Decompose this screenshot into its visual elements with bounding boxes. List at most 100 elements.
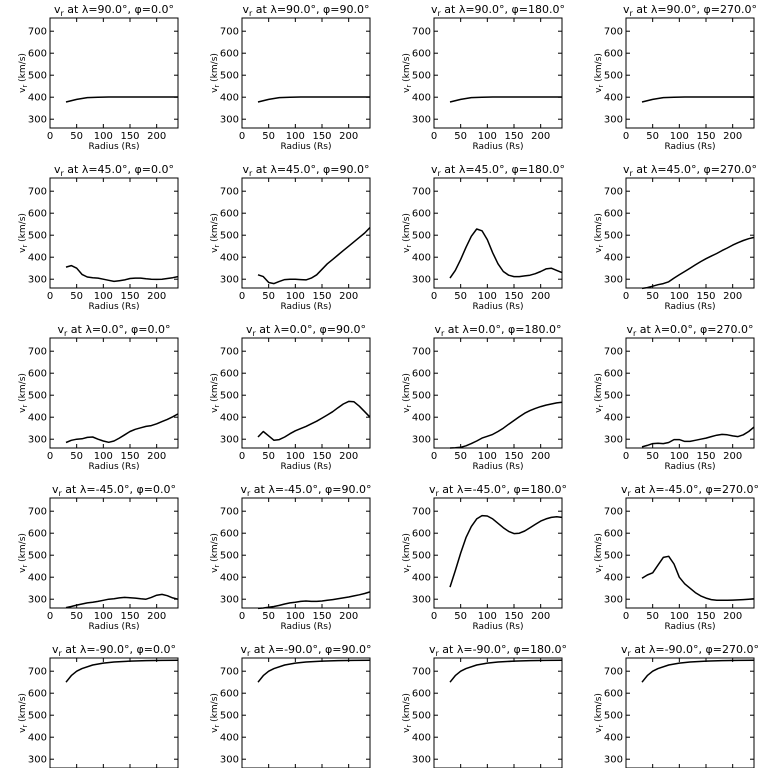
x-tick-label: 0 <box>623 611 629 622</box>
y-axis-label: vr (km/s) <box>18 533 29 573</box>
x-tick-label: 0 <box>431 131 437 142</box>
x-tick-label: 100 <box>478 291 497 302</box>
panel-8: vr at λ=0.0°, φ=0.0° 0 50 100 150 200 300 400 50… <box>18 323 179 472</box>
panel-title: vr at λ=-90.0°, φ=90.0° <box>240 643 371 658</box>
y-tick-label: 400 <box>412 573 431 584</box>
x-tick-label: 150 <box>312 131 331 142</box>
series-line <box>449 659 563 683</box>
y-tick-label: 600 <box>28 529 47 540</box>
y-tick-label: 700 <box>28 27 47 38</box>
x-tick-label: 150 <box>696 611 715 622</box>
x-tick-label: 0 <box>431 451 437 462</box>
x-tick-label: 0 <box>623 131 629 142</box>
panel-title: vr at λ=-45.0°, φ=180.0° <box>429 483 567 498</box>
series-line <box>65 96 178 103</box>
y-tick-label: 700 <box>412 347 431 358</box>
y-tick-label: 600 <box>28 689 47 700</box>
y-tick-label: 500 <box>412 391 431 402</box>
y-tick-label: 600 <box>412 689 431 700</box>
x-tick-label: 100 <box>670 131 689 142</box>
y-tick-label: 700 <box>28 667 47 678</box>
y-tick-label: 500 <box>604 711 623 722</box>
x-tick-label: 150 <box>120 291 139 302</box>
y-tick-label: 500 <box>28 551 47 562</box>
panel-title: vr at λ=45.0°, φ=180.0° <box>431 163 565 178</box>
y-tick-label: 700 <box>412 187 431 198</box>
x-tick-label: 100 <box>94 451 113 462</box>
panel-7: vr at λ=45.0°, φ=270.0° 0 50 100 150 200 300 40… <box>594 163 757 312</box>
panel-title: vr at λ=0.0°, φ=180.0° <box>434 323 561 338</box>
y-tick-label: 700 <box>412 27 431 38</box>
y-tick-label: 600 <box>28 369 47 380</box>
y-tick-label: 400 <box>220 413 239 424</box>
x-tick-label: 150 <box>504 451 523 462</box>
x-axis-label: Radius (Rs) <box>472 462 523 472</box>
y-tick-label: 300 <box>220 275 239 286</box>
y-tick-label: 500 <box>28 71 47 82</box>
x-tick-label: 100 <box>670 451 689 462</box>
x-tick-label: 150 <box>696 291 715 302</box>
x-tick-label: 0 <box>623 451 629 462</box>
x-tick-label: 0 <box>47 131 53 142</box>
panel-title: vr at λ=0.0°, φ=0.0° <box>57 323 170 338</box>
y-tick-label: 400 <box>28 93 47 104</box>
y-tick-label: 300 <box>220 115 239 126</box>
x-tick-label: 200 <box>147 451 166 462</box>
y-axis-label: vr (km/s) <box>402 213 413 253</box>
y-tick-label: 700 <box>604 507 623 518</box>
y-tick-label: 300 <box>412 115 431 126</box>
y-tick-label: 300 <box>604 275 623 286</box>
plot-frame <box>433 177 563 289</box>
y-tick-label: 700 <box>220 347 239 358</box>
panel-title: vr at λ=-90.0°, φ=180.0° <box>429 643 567 658</box>
plot-frame <box>433 337 563 449</box>
x-tick-label: 100 <box>478 451 497 462</box>
x-tick-label: 200 <box>339 291 358 302</box>
x-tick-label: 100 <box>670 611 689 622</box>
x-tick-label: 50 <box>70 451 83 462</box>
x-tick-label: 50 <box>262 131 275 142</box>
x-tick-label: 0 <box>239 451 245 462</box>
x-tick-label: 50 <box>70 131 83 142</box>
x-axis-label: Radius (Rs) <box>664 142 715 152</box>
x-tick-label: 50 <box>454 291 467 302</box>
series-line <box>641 555 755 602</box>
y-tick-label: 300 <box>220 435 239 446</box>
y-tick-label: 300 <box>28 435 47 446</box>
x-tick-label: 200 <box>147 611 166 622</box>
x-tick-label: 200 <box>339 611 358 622</box>
x-tick-label: 100 <box>286 611 305 622</box>
y-tick-label: 400 <box>604 93 623 104</box>
panel-11: vr at λ=0.0°, φ=270.0° 0 50 100 150 200 300 400… <box>594 323 755 472</box>
x-tick-label: 150 <box>504 291 523 302</box>
x-tick-label: 100 <box>94 131 113 142</box>
x-axis-label: Radius (Rs) <box>664 302 715 312</box>
y-axis-label: vr (km/s) <box>18 53 29 93</box>
x-tick-label: 0 <box>47 451 53 462</box>
y-tick-label: 500 <box>220 711 239 722</box>
y-tick-label: 700 <box>604 347 623 358</box>
x-tick-label: 100 <box>478 131 497 142</box>
x-tick-label: 100 <box>286 451 305 462</box>
y-tick-label: 600 <box>412 529 431 540</box>
y-tick-label: 300 <box>604 595 623 606</box>
x-tick-label: 100 <box>670 291 689 302</box>
x-tick-label: 0 <box>431 291 437 302</box>
plot-frame <box>625 657 755 768</box>
series-line <box>257 96 370 103</box>
x-axis-label: Radius (Rs) <box>88 302 139 312</box>
x-axis-label: Radius (Rs) <box>88 622 139 632</box>
series-line <box>257 400 371 442</box>
series-line <box>449 228 563 279</box>
panel-19: vr at λ=-90.0°, φ=270.0°0501001502003004… <box>594 643 759 768</box>
x-tick-label: 200 <box>531 131 550 142</box>
x-tick-label: 200 <box>723 451 742 462</box>
plot-frame <box>241 657 371 768</box>
x-tick-label: 200 <box>723 611 742 622</box>
y-tick-label: 600 <box>220 209 239 220</box>
x-axis-label: Radius (Rs) <box>472 302 523 312</box>
panel-3: vr at λ=90.0°, φ=270.0° 0 50 100 150 200 300 40… <box>594 3 757 152</box>
y-tick-label: 400 <box>28 733 47 744</box>
plot-frame <box>241 17 371 129</box>
y-tick-label: 600 <box>412 369 431 380</box>
